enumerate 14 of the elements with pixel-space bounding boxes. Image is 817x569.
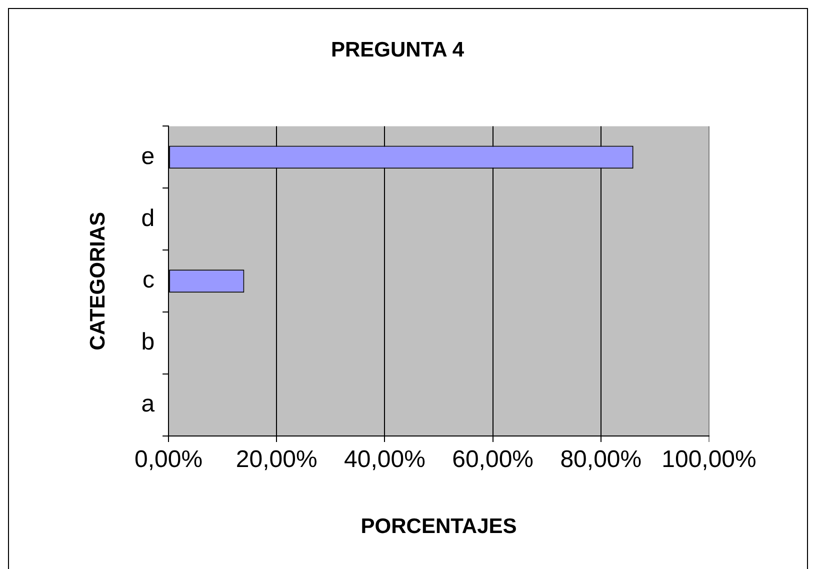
y-tick-label: b xyxy=(141,328,155,356)
x-tick-label: 60,00% xyxy=(452,446,534,474)
x-tick-label: 80,00% xyxy=(560,446,642,474)
chart-title: PREGUNTA 4 xyxy=(330,38,464,62)
y-tick-label: c xyxy=(142,266,155,294)
x-tick-label: 20,00% xyxy=(236,446,318,474)
x-tick-label: 40,00% xyxy=(344,446,426,474)
y-tick-label: a xyxy=(141,390,156,418)
y-axis-title: CATEGORIAS xyxy=(86,212,110,350)
x-axis-title: PORCENTAJES xyxy=(360,515,517,538)
x-tick-label: 0,00% xyxy=(134,446,203,474)
y-tick-label: d xyxy=(141,204,155,232)
x-tick-label: 100,00% xyxy=(662,446,756,474)
y-tick-label: e xyxy=(141,142,155,170)
